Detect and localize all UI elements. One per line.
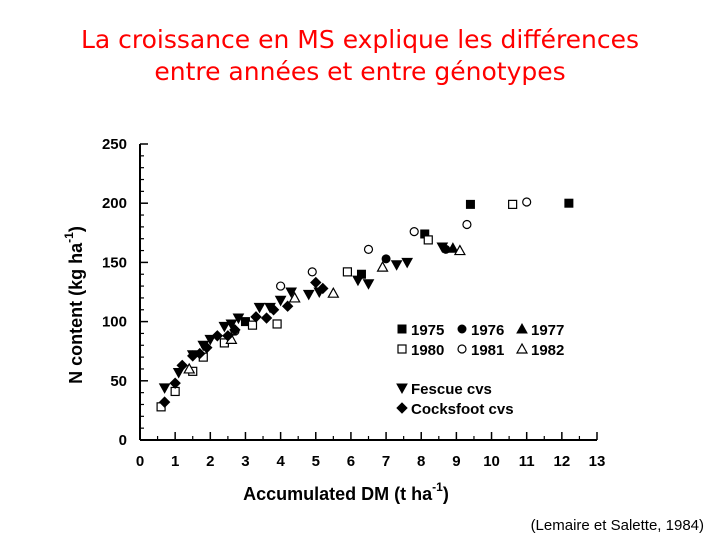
legend-marker bbox=[397, 344, 407, 354]
data-point bbox=[285, 287, 298, 299]
data-point bbox=[317, 282, 329, 295]
data-point bbox=[176, 359, 188, 372]
x-tick-label: 1 bbox=[171, 453, 179, 470]
data-point bbox=[260, 312, 273, 324]
legend-label: 1982 bbox=[531, 342, 564, 359]
y-tick-label: 200 bbox=[102, 195, 127, 212]
data-point bbox=[253, 302, 266, 314]
data-point bbox=[225, 319, 238, 330]
legend-marker bbox=[457, 344, 467, 354]
x-tick-label: 0 bbox=[136, 453, 144, 470]
legend-label: 1977 bbox=[531, 322, 564, 339]
x-tick-label: 9 bbox=[452, 453, 460, 470]
data-point bbox=[522, 197, 532, 207]
y-tick-label: 50 bbox=[110, 373, 127, 390]
slide-title-line-2: entre années et entre génotypes bbox=[154, 57, 566, 86]
data-point bbox=[310, 276, 322, 289]
data-point bbox=[307, 267, 317, 277]
chart-axes bbox=[139, 144, 597, 441]
x-tick-label: 3 bbox=[241, 453, 249, 470]
legend-label: Fescue cvs bbox=[411, 381, 492, 398]
legend-marker bbox=[396, 383, 408, 395]
x-tick-label: 5 bbox=[312, 453, 320, 470]
data-point bbox=[281, 300, 294, 312]
x-tick-label: 2 bbox=[206, 453, 214, 470]
data-point bbox=[272, 319, 282, 329]
data-point bbox=[222, 330, 234, 342]
chart-points bbox=[156, 197, 574, 412]
data-point bbox=[204, 334, 217, 346]
y-tick-label: 150 bbox=[102, 254, 127, 271]
data-point bbox=[462, 219, 472, 230]
data-point bbox=[274, 295, 287, 307]
data-point bbox=[267, 304, 280, 316]
data-point bbox=[436, 242, 449, 254]
chart-legend: 1975 1976 1977 1980 1981 1982 Fescue cvs Cocksf… bbox=[396, 322, 564, 418]
data-point bbox=[465, 199, 475, 209]
data-point bbox=[508, 199, 518, 209]
data-point bbox=[158, 383, 171, 394]
x-axis-label: Accumulated DM (t ha-1) bbox=[243, 480, 449, 504]
x-tick-label: 8 bbox=[417, 453, 425, 470]
y-tick-label: 0 bbox=[119, 432, 127, 449]
data-point bbox=[194, 347, 206, 360]
x-tick-label: 6 bbox=[347, 453, 355, 470]
data-point bbox=[211, 330, 224, 342]
legend-marker bbox=[397, 324, 407, 334]
x-tick-label: 7 bbox=[382, 453, 390, 470]
legend-label: 1975 bbox=[411, 322, 444, 339]
legend-marker bbox=[457, 324, 467, 334]
data-point bbox=[423, 235, 433, 245]
data-point bbox=[363, 244, 374, 254]
legend-marker bbox=[515, 342, 529, 354]
x-tick-label: 12 bbox=[554, 453, 571, 470]
x-tick-label: 4 bbox=[276, 453, 285, 470]
legend-marker bbox=[396, 402, 408, 414]
data-point bbox=[247, 320, 258, 330]
data-point bbox=[401, 257, 414, 269]
data-point bbox=[218, 321, 231, 333]
data-point bbox=[288, 291, 301, 303]
data-point bbox=[362, 279, 375, 290]
legend-label: 1976 bbox=[471, 322, 504, 339]
data-point bbox=[169, 377, 181, 389]
y-tick-label: 250 bbox=[102, 136, 127, 153]
slide-title: La croissance en MS explique les différe… bbox=[0, 24, 720, 88]
data-point bbox=[390, 260, 403, 271]
x-tick-label: 13 bbox=[589, 453, 606, 470]
data-point bbox=[158, 396, 171, 408]
data-point bbox=[409, 227, 419, 237]
data-point bbox=[302, 289, 315, 301]
data-point bbox=[342, 267, 353, 277]
data-point bbox=[183, 362, 196, 374]
data-point bbox=[229, 324, 241, 336]
data-point bbox=[172, 368, 185, 379]
y-axis-label: N content (kg ha-1) bbox=[62, 226, 86, 384]
slide-title-line-1: La croissance en MS explique les différe… bbox=[80, 25, 640, 54]
data-point bbox=[453, 244, 466, 256]
x-tick-label: 11 bbox=[519, 453, 535, 470]
legend-label: 1981 bbox=[471, 342, 504, 359]
data-point bbox=[232, 313, 245, 325]
data-point bbox=[564, 198, 574, 208]
data-point bbox=[250, 311, 262, 323]
y-tick-label: 100 bbox=[102, 314, 127, 331]
data-point bbox=[447, 242, 459, 253]
x-tick-label: 10 bbox=[483, 453, 500, 470]
data-point bbox=[201, 341, 213, 354]
legend-label: Cocksfoot cvs bbox=[411, 401, 514, 418]
data-point bbox=[381, 254, 391, 264]
legend-label: 1980 bbox=[411, 342, 444, 359]
data-point bbox=[376, 260, 389, 272]
data-point bbox=[327, 286, 340, 298]
citation: (Lemaire et Salette, 1984) bbox=[530, 517, 704, 534]
legend-marker bbox=[516, 322, 528, 334]
data-point bbox=[276, 281, 286, 291]
data-point bbox=[352, 275, 364, 287]
